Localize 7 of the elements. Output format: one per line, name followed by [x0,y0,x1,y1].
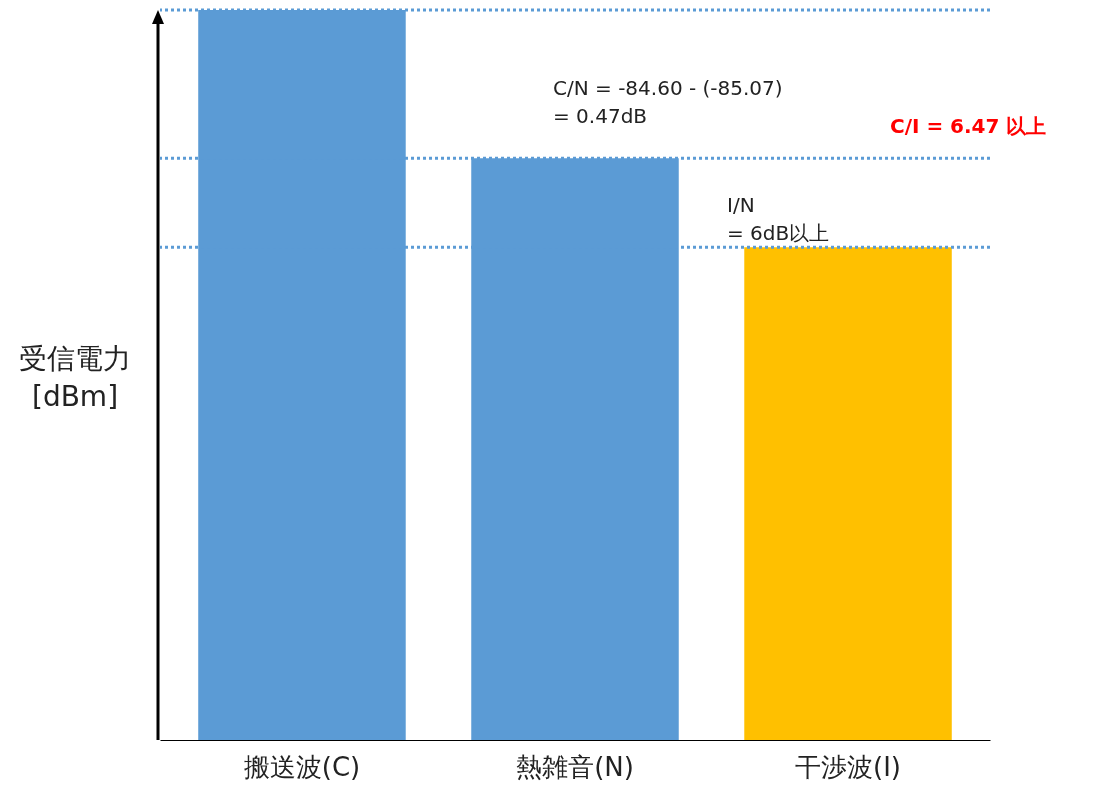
annotation: I/N = 6dB以上 [727,193,830,245]
annotation: C/N = -84.60 - (-85.07) = 0.47dB [553,76,783,128]
x-tick-label: 熱雑音(N) [516,751,634,782]
y-axis-title: 受信電力 [dBm] [19,342,131,413]
x-tick-label: 搬送波(C) [243,751,361,782]
annotation: C/I = 6.47 以上 [890,114,1047,138]
x-tick-label: 干渉波(I) [795,751,902,782]
